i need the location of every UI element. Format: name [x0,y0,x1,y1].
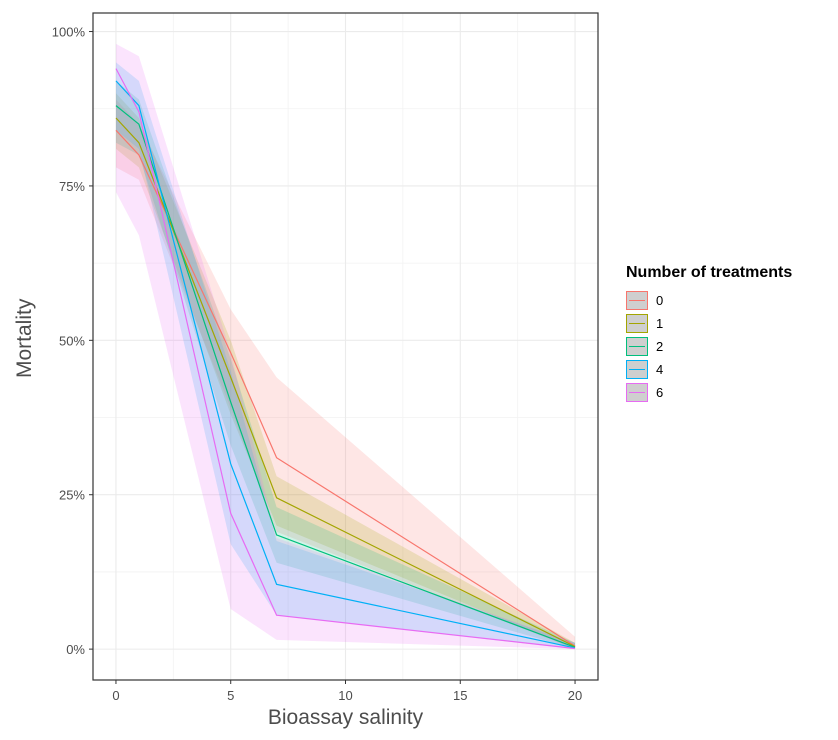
x-tick-label: 10 [338,688,352,703]
line-series-1 [115,117,576,648]
y-tick-label: 50% [59,333,85,348]
ribbon-series-4 [116,62,575,650]
legend-key-line [629,392,645,394]
x-tick-label: 0 [112,688,119,703]
ribbon-series-2 [116,80,575,650]
legend-item: 4 [626,358,792,381]
x-tick-label: 15 [453,688,467,703]
legend-label: 1 [656,316,664,331]
legend-item: 0 [626,289,792,312]
legend-item: 1 [626,312,792,335]
legend-key-line [629,300,645,302]
line-series-0 [115,129,576,647]
x-axis-label: Bioassay salinity [267,706,424,729]
line-series-6 [115,68,576,650]
y-tick-label: 25% [59,488,85,503]
legend-key-swatch [626,314,648,333]
legend-label: 2 [656,339,664,354]
legend-item: 6 [626,381,792,404]
legend-label: 4 [656,362,664,377]
legend: Number of treatments 0 1 2 4 6 [626,264,792,404]
legend-key-swatch [626,360,648,379]
x-tick-label: 20 [568,688,582,703]
y-tick-label: 0% [66,642,85,657]
legend-items: 0 1 2 4 6 [626,289,792,404]
x-tick-label: 5 [227,688,234,703]
legend-key-swatch [626,383,648,402]
ribbon-series-6 [116,43,575,650]
legend-label: 0 [656,293,664,308]
legend-key-line [629,323,645,325]
y-tick-label: 75% [59,179,85,194]
legend-key-line [629,369,645,371]
ribbon-series-1 [116,93,575,650]
ribbon-series-0 [116,99,575,650]
legend-item: 2 [626,335,792,358]
y-tick-label: 100% [52,25,86,40]
legend-key-swatch [626,291,648,310]
legend-title: Number of treatments [626,264,793,281]
legend-label: 6 [656,385,664,400]
legend-key-swatch [626,337,648,356]
line-series-2 [115,105,576,648]
legend-key-line [629,346,645,348]
